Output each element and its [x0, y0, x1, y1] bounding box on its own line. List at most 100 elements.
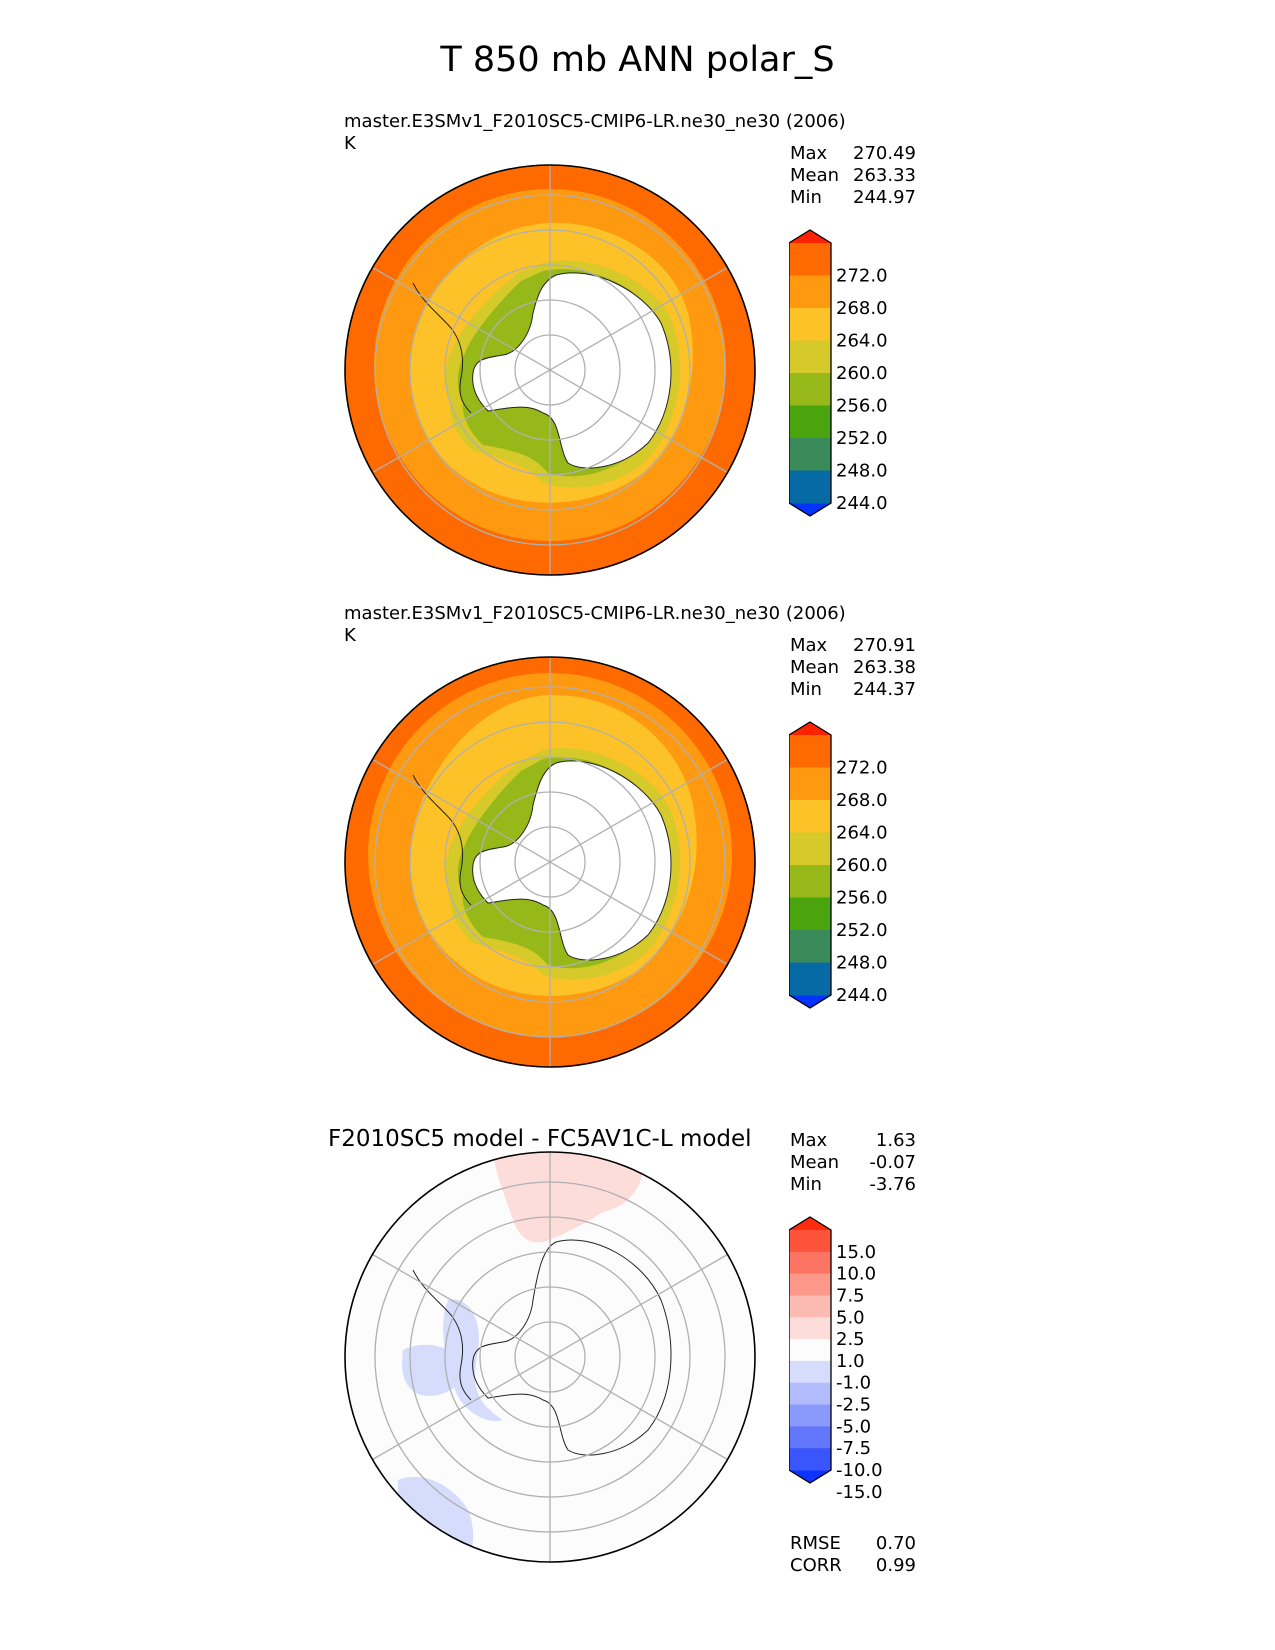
stat-max-label: Max	[790, 635, 828, 656]
panel-test: master.E3SMv1_F2010SC5-CMIP6-LR.ne30_ne3…	[0, 105, 1275, 576]
colorbar-extend-min	[789, 1470, 831, 1483]
rmse-value: 0.70	[875, 1533, 916, 1554]
colorbar-swatch	[789, 1404, 831, 1427]
colorbar-swatch	[789, 1360, 831, 1384]
polar-map	[344, 1151, 756, 1563]
graticule	[372, 657, 728, 1067]
colorbar-swatch	[789, 275, 831, 309]
panel-difference: F2010SC5 model - FC5AV1C-L model Max 1.63…	[0, 1126, 1275, 1634]
colorbar-swatch	[789, 1251, 831, 1275]
colorbar-tick-label: -2.5	[836, 1395, 871, 1416]
panel-units: K	[344, 625, 356, 646]
colorbar-swatch	[789, 1317, 831, 1340]
colorbar-outline	[789, 721, 832, 1009]
colorbar-extend-min	[789, 995, 831, 1008]
colorbar-tick-label: -15.0	[836, 1482, 883, 1503]
stats-box: Max 270.91 Mean 263.38 Min 244.37	[790, 635, 916, 701]
colorbar-swatch	[789, 832, 831, 866]
colorbar-swatch	[789, 1295, 831, 1318]
colorbar-tick-label: 256.0	[836, 396, 888, 417]
colorbar-tick-label: 268.0	[836, 298, 888, 319]
antarctica-ice	[472, 760, 671, 961]
colorbar-swatch	[789, 1448, 831, 1471]
colorbar-swatch	[789, 438, 831, 471]
colorbar-extend-max	[789, 1217, 831, 1230]
stat-max-label: Max	[790, 1130, 828, 1151]
stat-min: -3.76	[869, 1174, 916, 1195]
colorbar-swatch	[789, 1230, 831, 1253]
positive-anomaly	[493, 1152, 644, 1243]
panel-units: K	[344, 133, 356, 154]
colorbar-swatch	[789, 1426, 831, 1449]
colorbar-tick-label: 252.0	[836, 920, 888, 941]
peninsula-coastline	[412, 1269, 472, 1401]
colorbar-extend-min	[789, 503, 831, 516]
stat-mean-label: Mean	[790, 1152, 840, 1173]
peninsula-coastline	[412, 774, 472, 906]
stat-mean: 263.38	[853, 657, 916, 678]
stat-max: 1.63	[875, 1130, 916, 1151]
colorbar-tick-label: 264.0	[836, 331, 888, 352]
colorbar-swatch	[789, 405, 831, 439]
colorbar-tick-label: 268.0	[836, 790, 888, 811]
colorbar-swatch	[789, 1339, 831, 1362]
colorbar-extend-max	[789, 230, 831, 243]
panel-title: master.E3SMv1_F2010SC5-CMIP6-LR.ne30_ne3…	[344, 603, 846, 624]
rmse-label: RMSE	[790, 1533, 841, 1554]
colorbar-tick-label: 248.0	[836, 461, 888, 482]
stat-mean-label: Mean	[790, 165, 840, 186]
panel-title: master.E3SMv1_F2010SC5-CMIP6-LR.ne30_ne3…	[344, 111, 846, 132]
coastline	[472, 1239, 672, 1456]
colorbar-tick-label: 260.0	[836, 363, 888, 384]
colorbar-swatch	[789, 243, 831, 276]
colorbar-swatch	[789, 767, 831, 801]
colorbar-tick-label: 15.0	[836, 1242, 876, 1263]
stat-min-label: Min	[790, 187, 822, 208]
stat-max: 270.91	[853, 635, 916, 656]
colorbar-tick-label: 2.5	[836, 1329, 865, 1350]
colorbar-outline	[789, 229, 832, 517]
colorbar-tick-label: 5.0	[836, 1307, 865, 1328]
colorbar-swatch	[789, 308, 831, 341]
stat-min: 244.37	[853, 679, 916, 700]
colorbar-tick-label: 244.0	[836, 493, 888, 514]
colorbar-swatch	[789, 962, 831, 996]
map-border	[344, 1151, 756, 1563]
colorbar-tick-label: 272.0	[836, 758, 888, 779]
graticule	[372, 165, 728, 575]
colorbar: 272.0 268.0 264.0 260.0 256.0 252.0 248.0 244.0…	[789, 229, 888, 517]
colorbar-tick-label: 252.0	[836, 428, 888, 449]
colorbar-tick-label: 256.0	[836, 888, 888, 909]
footer-stats: RMSE 0.70 CORR 0.99	[790, 1533, 916, 1577]
colorbar-swatch	[789, 340, 831, 374]
colorbar-tick-label: -1.0	[836, 1373, 871, 1394]
peninsula-coastline	[412, 282, 472, 414]
stat-min-label: Min	[790, 1174, 822, 1195]
colorbar-tick-label: -7.5	[836, 1438, 871, 1459]
colorbar-swatch	[789, 735, 831, 768]
colorbar-swatch	[789, 1382, 831, 1406]
stats-box: Max 1.63 Mean -0.07 Min -3.76	[790, 1130, 916, 1196]
stat-mean: 263.33	[853, 165, 916, 186]
polar-map	[344, 164, 756, 576]
colorbar-swatch	[789, 800, 831, 833]
colorbar: 15.010.07.55.02.51.0-1.0-2.5-5.0-7.5-10.…	[789, 1216, 883, 1503]
panel-reference: master.E3SMv1_F2010SC5-CMIP6-LR.ne30_ne3…	[0, 603, 1275, 1073]
stat-max-label: Max	[790, 143, 828, 164]
colorbar-tick-label: 7.5	[836, 1285, 865, 1306]
antarctica-ice	[472, 272, 671, 469]
stat-mean: -0.07	[869, 1152, 916, 1173]
colorbar: 272.0 268.0 264.0 260.0 256.0 252.0 248.0 244.0…	[789, 721, 888, 1009]
colorbar-tick-label: 1.0	[836, 1351, 865, 1372]
stat-min: 244.97	[853, 187, 916, 208]
colorbar-swatch	[789, 865, 831, 898]
panel-title: F2010SC5 model - FC5AV1C-L model	[328, 1126, 752, 1152]
graticule	[372, 1152, 728, 1562]
stat-max: 270.49	[853, 143, 916, 164]
colorbar-swatch	[789, 373, 831, 406]
colorbar-tick-label: 10.0	[836, 1264, 876, 1285]
colorbar-swatch	[789, 930, 831, 963]
corr-label: CORR	[790, 1555, 842, 1576]
colorbar-tick-label: 248.0	[836, 953, 888, 974]
colorbar-swatch	[789, 470, 831, 504]
